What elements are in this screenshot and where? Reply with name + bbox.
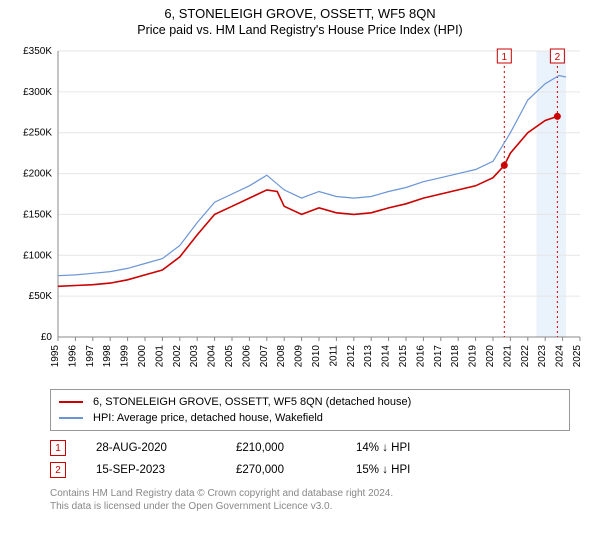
legend-item: HPI: Average price, detached house, Wake… — [59, 410, 561, 426]
svg-text:2007: 2007 — [259, 345, 270, 368]
svg-text:£100K: £100K — [23, 250, 52, 261]
marker-row: 2 15-SEP-2023 £270,000 15% ↓ HPI — [50, 459, 590, 481]
footer-line: This data is licensed under the Open Gov… — [50, 500, 590, 513]
svg-text:2021: 2021 — [502, 345, 513, 368]
chart-title: 6, STONELEIGH GROVE, OSSETT, WF5 8QN — [10, 6, 590, 21]
legend-label: 6, STONELEIGH GROVE, OSSETT, WF5 8QN (de… — [93, 396, 411, 408]
svg-text:2023: 2023 — [537, 345, 548, 368]
svg-text:2019: 2019 — [468, 345, 479, 368]
legend: 6, STONELEIGH GROVE, OSSETT, WF5 8QN (de… — [50, 389, 570, 431]
svg-text:1998: 1998 — [102, 345, 113, 368]
svg-text:2018: 2018 — [450, 345, 461, 368]
chart-subtitle: Price paid vs. HM Land Registry's House … — [10, 23, 590, 37]
legend-item: 6, STONELEIGH GROVE, OSSETT, WF5 8QN (de… — [59, 394, 561, 410]
svg-text:£50K: £50K — [29, 291, 53, 302]
svg-text:2002: 2002 — [172, 345, 183, 368]
svg-text:1996: 1996 — [67, 345, 78, 368]
svg-text:1: 1 — [502, 52, 508, 63]
svg-text:1999: 1999 — [120, 345, 131, 368]
svg-text:2015: 2015 — [398, 345, 409, 368]
footer: Contains HM Land Registry data © Crown c… — [50, 487, 590, 513]
svg-text:£250K: £250K — [23, 128, 52, 139]
svg-text:£200K: £200K — [23, 169, 52, 180]
svg-text:2024: 2024 — [555, 345, 566, 368]
marker-pct: 14% ↓ HPI — [356, 442, 466, 454]
marker-price: £270,000 — [236, 464, 326, 476]
line-chart: £0 £50K £100K £150K £200K £250K £300K £350K 1995… — [10, 43, 590, 383]
legend-swatch — [59, 401, 83, 403]
svg-text:2011: 2011 — [328, 345, 339, 367]
svg-text:£350K: £350K — [23, 46, 52, 57]
marker-price: £210,000 — [236, 442, 326, 454]
svg-text:2025: 2025 — [572, 345, 583, 368]
chart-area: £0 £50K £100K £150K £200K £250K £300K £350K 1995… — [10, 43, 590, 383]
svg-text:2013: 2013 — [363, 345, 374, 368]
svg-text:2001: 2001 — [154, 345, 165, 368]
svg-text:2003: 2003 — [189, 345, 200, 368]
svg-text:2012: 2012 — [346, 345, 357, 368]
svg-text:1997: 1997 — [85, 345, 96, 368]
svg-text:2: 2 — [555, 52, 561, 63]
svg-text:2006: 2006 — [241, 345, 252, 368]
svg-text:2017: 2017 — [433, 345, 444, 368]
legend-swatch — [59, 417, 83, 419]
svg-text:2004: 2004 — [207, 345, 218, 368]
marker-badge: 2 — [50, 462, 66, 478]
svg-text:2022: 2022 — [520, 345, 531, 368]
footer-line: Contains HM Land Registry data © Crown c… — [50, 487, 590, 500]
svg-text:2000: 2000 — [137, 345, 148, 368]
marker-date: 15-SEP-2023 — [96, 464, 206, 476]
marker-table: 1 28-AUG-2020 £210,000 14% ↓ HPI 2 15-SE… — [50, 437, 590, 481]
svg-text:£150K: £150K — [23, 209, 52, 220]
svg-text:2010: 2010 — [311, 345, 322, 368]
svg-text:2016: 2016 — [415, 345, 426, 368]
svg-text:£0: £0 — [41, 332, 53, 343]
svg-text:2020: 2020 — [485, 345, 496, 368]
svg-text:2009: 2009 — [294, 345, 305, 368]
svg-text:£300K: £300K — [23, 87, 52, 98]
marker-badge: 1 — [50, 440, 66, 456]
svg-text:1995: 1995 — [50, 345, 61, 368]
svg-text:2014: 2014 — [381, 345, 392, 368]
legend-label: HPI: Average price, detached house, Wake… — [93, 412, 323, 424]
marker-date: 28-AUG-2020 — [96, 442, 206, 454]
svg-text:2008: 2008 — [276, 345, 287, 368]
marker-row: 1 28-AUG-2020 £210,000 14% ↓ HPI — [50, 437, 590, 459]
svg-text:2005: 2005 — [224, 345, 235, 368]
marker-pct: 15% ↓ HPI — [356, 464, 466, 476]
